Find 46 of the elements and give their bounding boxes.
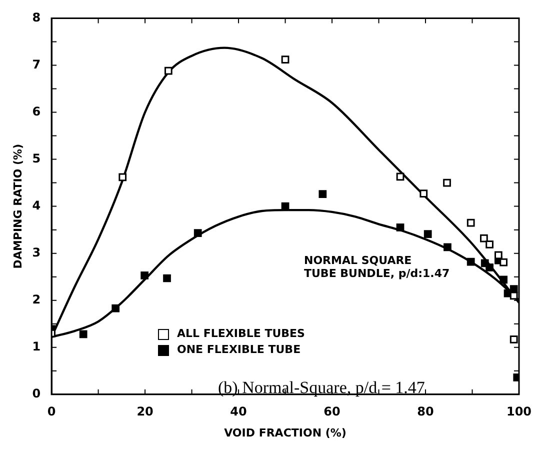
point <box>112 304 120 312</box>
y-tick-label: 4 <box>32 198 41 212</box>
point <box>486 240 494 248</box>
x-tick-label: 60 <box>324 404 340 419</box>
point <box>424 230 432 238</box>
x-tick-label: 0 <box>47 404 56 419</box>
point <box>510 335 518 344</box>
point <box>140 271 149 280</box>
y-tick-label: 8 <box>32 10 41 24</box>
y-tick-label: 1 <box>32 340 41 354</box>
point <box>443 178 451 187</box>
y-tick-label: 6 <box>32 104 41 118</box>
x-tick-label: 100 <box>506 404 532 419</box>
annotation: NORMAL SQUARE TUBE BUNDLE, p/d:1.47 <box>304 254 450 280</box>
point <box>500 276 508 284</box>
point <box>466 218 475 227</box>
point <box>194 229 202 238</box>
point <box>164 66 172 75</box>
y-axis-title: DAMPING RATIO (%) <box>11 144 24 269</box>
point <box>79 330 88 338</box>
point <box>396 172 404 181</box>
x-tick-label: 20 <box>136 404 154 419</box>
point <box>281 56 290 64</box>
point <box>494 251 502 260</box>
point <box>420 190 428 198</box>
x-tick-label: 80 <box>417 404 434 419</box>
x-axis-title: VOID FRACTION (%) <box>224 426 346 440</box>
point <box>396 224 404 232</box>
y-tick-label: 2 <box>32 292 41 306</box>
y-tick-label: 0 <box>32 386 41 401</box>
y-tick-label: 5 <box>32 151 41 166</box>
point <box>118 173 127 182</box>
point <box>510 292 518 300</box>
y-tick-label: 3 <box>32 245 41 260</box>
point <box>500 258 508 266</box>
point <box>318 190 327 198</box>
legend-label: ONE FLEXIBLE TUBE <box>177 342 301 358</box>
point <box>486 264 494 272</box>
point <box>163 274 171 282</box>
legend-label: ALL FLEXIBLE TUBES <box>177 326 305 342</box>
point <box>480 234 488 242</box>
point <box>444 243 452 252</box>
point <box>466 258 475 266</box>
y-tick-label: 7 <box>32 57 41 72</box>
point <box>281 202 290 210</box>
x-tick-label: 40 <box>230 404 247 419</box>
